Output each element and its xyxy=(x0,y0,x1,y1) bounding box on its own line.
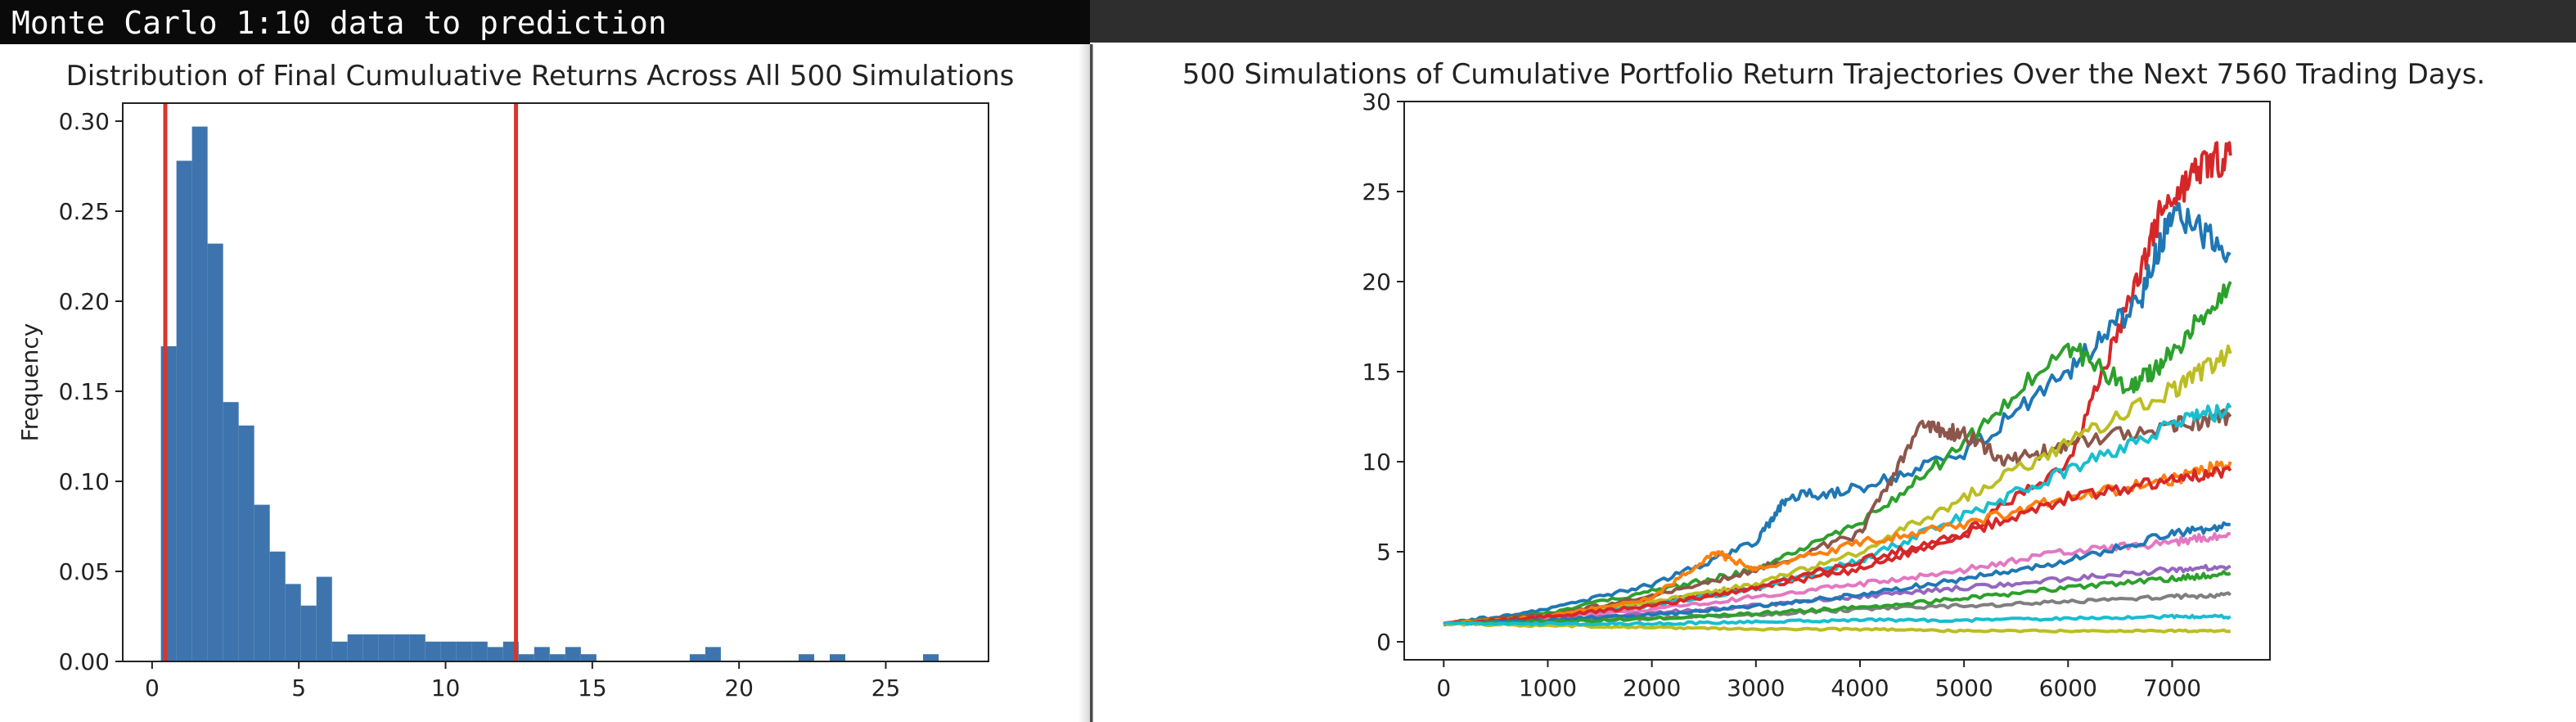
histogram-chart: Distribution of Final Cumuluative Return… xyxy=(16,60,1015,702)
x-tick-label: 25 xyxy=(871,675,901,702)
simulation-line xyxy=(1443,403,2232,626)
simulation-line xyxy=(1443,521,2231,626)
histogram-bar xyxy=(534,647,550,661)
histogram-bar xyxy=(300,605,317,661)
x-tick-label: 0 xyxy=(1436,675,1451,702)
x-tick-label: 0 xyxy=(145,675,160,702)
x-tick-label: 5000 xyxy=(1935,675,1993,702)
histogram-title: Distribution of Final Cumuluative Return… xyxy=(66,60,1015,93)
histogram-bar xyxy=(565,647,581,661)
y-tick-label: 30 xyxy=(1362,88,1391,115)
y-tick-label: 0.10 xyxy=(59,468,110,495)
histogram-bar xyxy=(160,346,177,661)
histogram-bar xyxy=(487,647,503,661)
y-tick-label: 0.05 xyxy=(59,558,110,585)
histogram-bar xyxy=(425,641,441,661)
histogram-bar xyxy=(223,402,239,661)
y-tick-label: 0.15 xyxy=(59,378,110,405)
x-tick-label: 20 xyxy=(724,675,754,702)
histogram-bar xyxy=(254,504,270,661)
x-tick-label: 4000 xyxy=(1831,675,1889,702)
histogram-bar xyxy=(456,641,472,661)
histogram-bar xyxy=(269,551,286,661)
histogram-bar xyxy=(331,641,348,661)
x-tick-label: 1000 xyxy=(1519,675,1577,702)
x-tick-label: 3000 xyxy=(1727,675,1785,702)
x-tick-label: 6000 xyxy=(2039,675,2097,702)
trajectory-chart: 500 Simulations of Cumulative Portfolio … xyxy=(1182,58,2485,702)
histogram-bar xyxy=(829,654,845,661)
y-tick-label: 20 xyxy=(1362,268,1391,296)
histogram-bar xyxy=(440,641,457,661)
histogram-bar xyxy=(923,654,939,661)
histogram-bar xyxy=(471,641,488,661)
y-tick-label: 15 xyxy=(1362,359,1391,386)
histogram-bar xyxy=(176,160,192,661)
panel-divider-shadow xyxy=(1079,44,1093,722)
histogram-bar xyxy=(363,634,379,661)
x-tick-label: 10 xyxy=(431,675,461,702)
simulation-line xyxy=(1443,201,2231,627)
histogram-bar xyxy=(518,654,534,661)
histogram-bar xyxy=(409,634,426,661)
right-panel-header-bar xyxy=(1090,0,2576,43)
y-axis-label: Frequency xyxy=(16,323,43,442)
window-titlebar: Monte Carlo 1:10 data to prediction xyxy=(0,0,1090,44)
x-tick-label: 15 xyxy=(578,675,607,702)
histogram-bar xyxy=(191,126,208,662)
y-tick-label: 5 xyxy=(1376,539,1391,566)
window-title: Monte Carlo 1:10 data to prediction xyxy=(11,5,667,41)
y-tick-label: 25 xyxy=(1362,178,1391,205)
simulation-line xyxy=(1443,281,2232,627)
histogram-bar xyxy=(580,654,597,661)
histogram-bar xyxy=(316,576,332,661)
histogram-bar xyxy=(207,243,223,661)
trajectory-title: 500 Simulations of Cumulative Portfolio … xyxy=(1182,58,2485,91)
histogram-bar xyxy=(347,634,363,661)
simulation-line xyxy=(1443,408,2232,626)
trajectory-plot-frame xyxy=(1403,101,2271,661)
panel-divider xyxy=(1090,44,1092,722)
histogram-bar xyxy=(378,634,394,661)
y-tick-label: 0.30 xyxy=(59,108,110,135)
histogram-plot-frame xyxy=(122,102,989,662)
y-tick-label: 0.20 xyxy=(59,288,110,315)
y-tick-label: 0 xyxy=(1376,629,1391,656)
histogram-bar xyxy=(285,584,301,661)
y-tick-label: 0.25 xyxy=(59,198,110,225)
histogram-bar xyxy=(238,425,254,661)
histogram-bar xyxy=(705,647,721,661)
histogram-bar xyxy=(798,654,814,661)
y-tick-label: 10 xyxy=(1362,449,1391,476)
histogram-bar xyxy=(689,654,705,661)
simulation-line xyxy=(1443,613,2231,627)
y-tick-label: 0.00 xyxy=(59,648,110,675)
simulation-line xyxy=(1443,570,2231,626)
histogram-bar xyxy=(394,634,410,661)
x-tick-label: 7000 xyxy=(2143,675,2201,702)
trajectory-lines-group xyxy=(1443,141,2232,634)
simulation-line xyxy=(1443,466,2232,626)
histogram-bar xyxy=(549,654,565,661)
x-tick-label: 2000 xyxy=(1623,675,1681,702)
x-tick-label: 5 xyxy=(291,675,306,702)
